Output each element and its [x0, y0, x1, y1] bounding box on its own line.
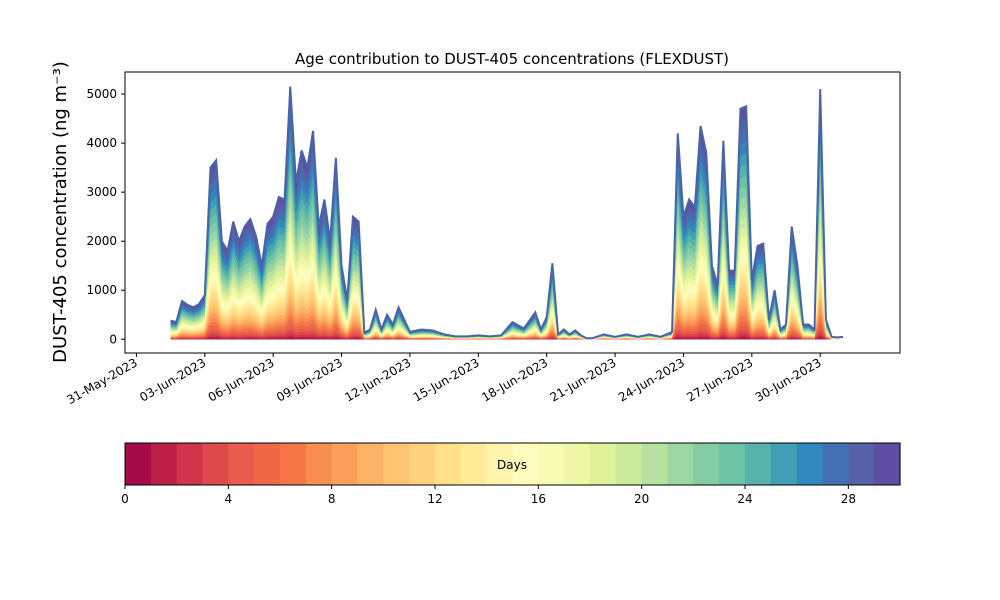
x-tick-label: 21-Jun-2023 [548, 355, 619, 404]
colorbar-segment [202, 443, 229, 485]
colorbar-segment [409, 443, 436, 485]
plot-frame [124, 71, 901, 354]
y-tick-label: 3000 [86, 185, 117, 199]
colorbar-tick-label: 20 [634, 492, 649, 506]
x-tick-label: 27-Jun-2023 [684, 355, 755, 404]
colorbar-segment [435, 443, 462, 485]
x-tick-label: 03-Jun-2023 [137, 355, 208, 404]
colorbar-segment [512, 443, 539, 485]
x-tick-label: 31-May-2023 [64, 355, 139, 407]
y-tick-label: 5000 [86, 87, 117, 101]
colorbar-segment [719, 443, 746, 485]
colorbar-tick-label: 24 [737, 492, 752, 506]
chart-title: Age contribution to DUST-405 concentrati… [295, 50, 729, 68]
age-band-0 [170, 338, 844, 340]
colorbar-tick-label: 4 [225, 492, 233, 506]
colorbar-segment [822, 443, 849, 485]
colorbar [125, 443, 901, 485]
x-tick-label: 06-Jun-2023 [206, 355, 277, 404]
total-concentration-line [170, 86, 844, 340]
x-tick-label: 18-Jun-2023 [479, 355, 550, 404]
x-tick-label: 12-Jun-2023 [342, 355, 413, 404]
colorbar-segment [770, 443, 798, 485]
colorbar-segment [538, 443, 565, 485]
colorbar-segment [693, 443, 720, 485]
y-tick-label: 1000 [86, 283, 117, 297]
colorbar-segment [486, 443, 514, 485]
colorbar-segment [745, 443, 772, 485]
colorbar-segment [564, 443, 591, 485]
x-tick-label: 15-Jun-2023 [411, 355, 482, 404]
colorbar-segment [357, 443, 384, 485]
y-tick-label: 4000 [86, 136, 117, 150]
y-tick-label: 0 [109, 332, 117, 346]
colorbar-ticks: 0 4 8 12 16 20 24 28 [121, 485, 856, 506]
y-axis: 0 1000 2000 3000 4000 5000 [86, 87, 125, 346]
colorbar-segment [796, 443, 824, 485]
colorbar-label: Days [497, 458, 527, 472]
colorbar-segment [254, 443, 281, 485]
colorbar-tick-label: 12 [427, 492, 442, 506]
colorbar-tick-label: 28 [841, 492, 856, 506]
colorbar-segment [280, 443, 307, 485]
colorbar-frame [124, 442, 901, 486]
colorbar-segment [641, 443, 669, 485]
y-tick-label: 2000 [86, 234, 117, 248]
colorbar-segment [383, 443, 410, 485]
colorbar-segment [125, 443, 152, 485]
colorbar-segment [874, 443, 901, 485]
plot-area [170, 86, 844, 340]
colorbar-segment [848, 443, 875, 485]
colorbar-tick-label: 8 [328, 492, 336, 506]
colorbar-segment [331, 443, 359, 485]
colorbar-segment [176, 443, 204, 485]
age-band-1 [170, 335, 844, 340]
colorbar-segment [615, 443, 643, 485]
colorbar-tick-label: 16 [531, 492, 546, 506]
colorbar-segment [667, 443, 694, 485]
x-tick-label: 09-Jun-2023 [274, 355, 345, 404]
colorbar-segment [150, 443, 178, 485]
colorbar-segment [305, 443, 333, 485]
colorbar-segment [228, 443, 255, 485]
colorbar-segment [460, 443, 488, 485]
colorbar-segment [590, 443, 617, 485]
x-tick-label: 30-Jun-2023 [753, 355, 824, 404]
y-axis-label: DUST-405 concentration (ng m⁻³) [50, 61, 71, 363]
colorbar-tick-label: 0 [121, 492, 129, 506]
x-axis: 31-May-202303-Jun-202306-Jun-202309-Jun-… [64, 353, 824, 407]
x-tick-label: 24-Jun-2023 [616, 355, 687, 404]
